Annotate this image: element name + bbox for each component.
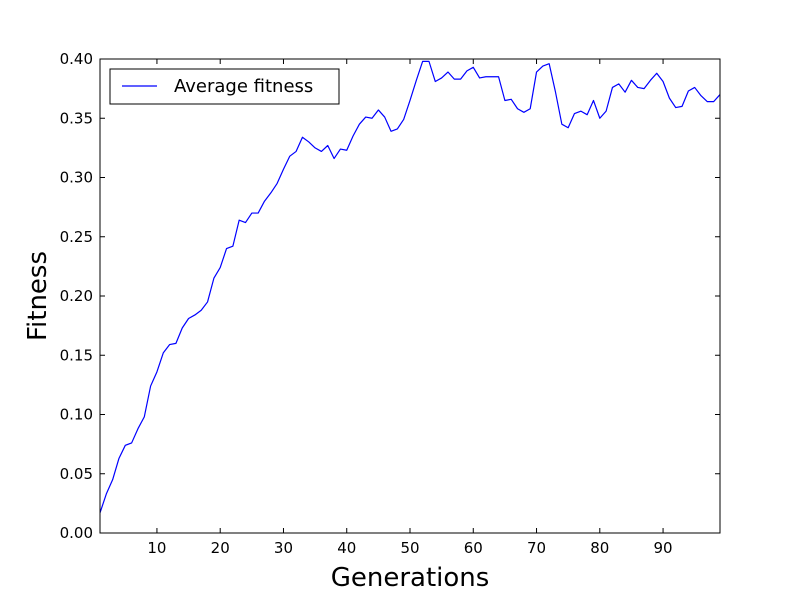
x-tick-label: 50 xyxy=(400,539,419,557)
series-line-average-fitness xyxy=(99,60,721,514)
x-axis-title: Generations xyxy=(331,563,490,593)
x-tick-label: 30 xyxy=(274,539,293,557)
ticks-layer xyxy=(100,58,720,534)
plot-frame xyxy=(99,58,721,534)
y-tick-label: 0.25 xyxy=(60,228,93,246)
y-tick-label: 0.30 xyxy=(60,169,93,187)
y-axis-title: Fitness xyxy=(23,251,53,341)
x-tick-label: 20 xyxy=(211,539,230,557)
legend-label: Average fitness xyxy=(174,76,313,97)
y-tick-label: 0.15 xyxy=(60,346,93,364)
legend: Average fitness xyxy=(109,68,340,105)
x-tick-label: 70 xyxy=(527,539,546,557)
series-layer xyxy=(99,60,721,514)
y-tick-label: 0.10 xyxy=(60,406,93,424)
y-tick-label: 0.00 xyxy=(60,524,93,542)
x-tick-label: 60 xyxy=(464,539,483,557)
tick-labels-layer: 10 20 30 40 50 60 70 80 90 0.00 0.05 0.10 0.15 0.20 0.… xyxy=(60,50,673,557)
x-tick-label: 40 xyxy=(337,539,356,557)
y-tick-label: 0.05 xyxy=(60,465,93,483)
x-tick-label: 90 xyxy=(654,539,673,557)
x-tick-label: 10 xyxy=(147,539,166,557)
x-tick-label: 80 xyxy=(590,539,609,557)
y-tick-label: 0.20 xyxy=(60,287,93,305)
y-tick-label: 0.35 xyxy=(60,109,93,127)
y-tick-label: 0.40 xyxy=(60,50,93,68)
